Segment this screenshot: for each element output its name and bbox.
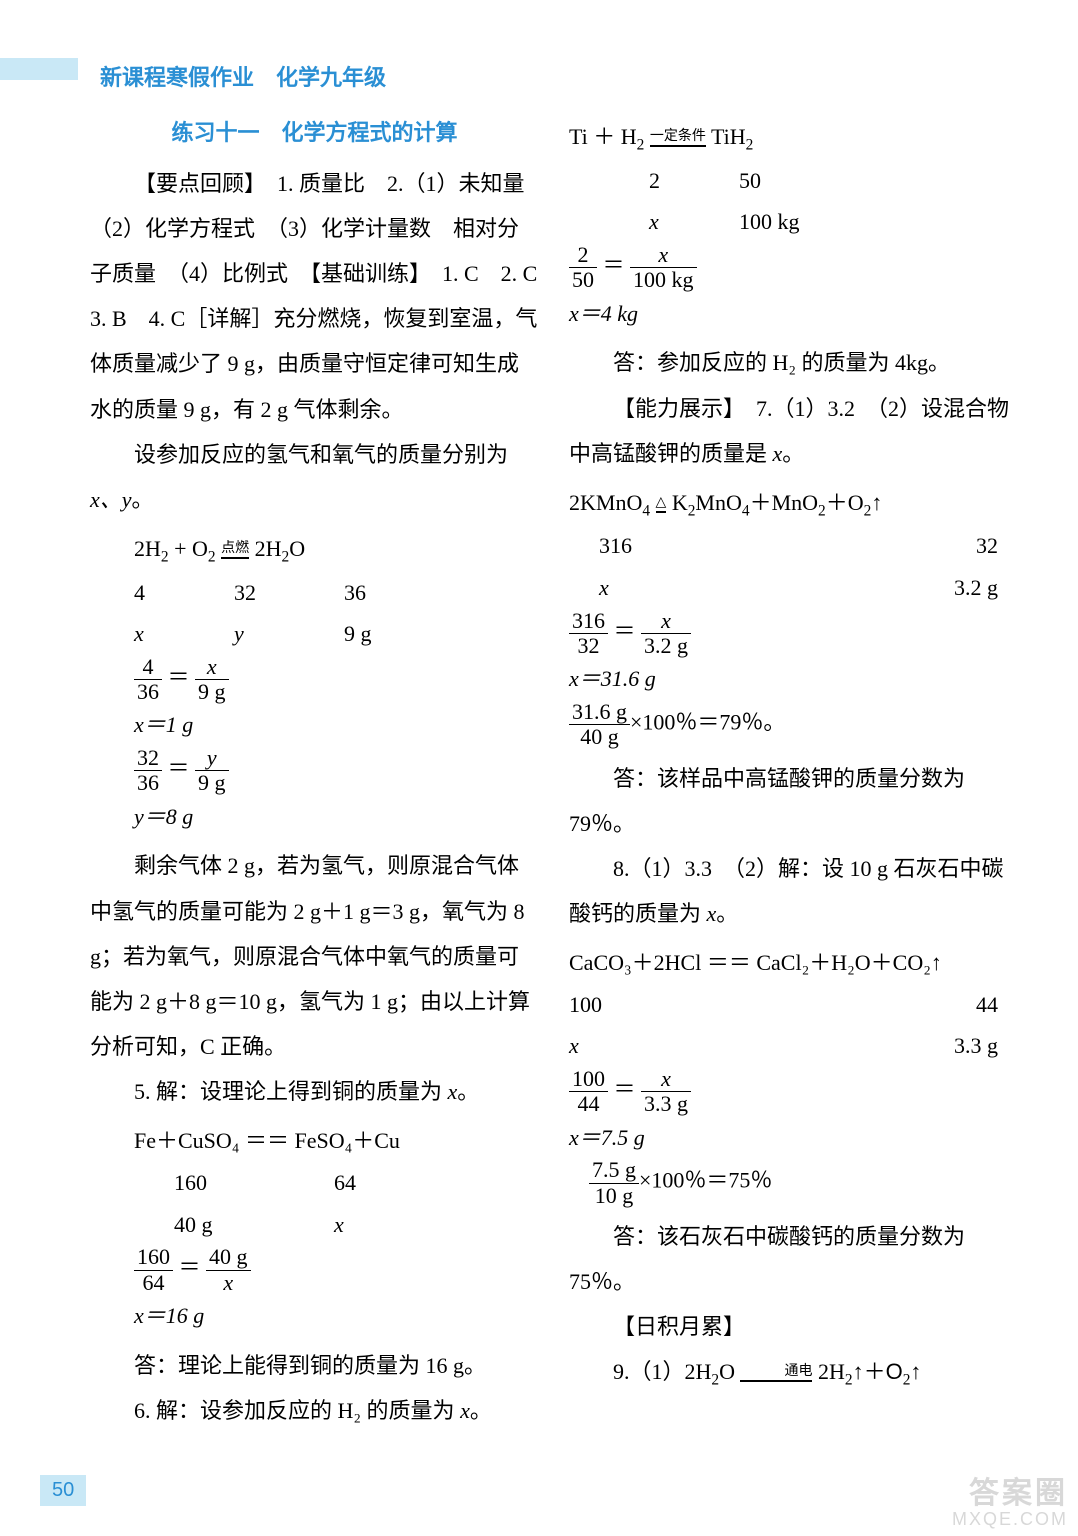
section-title: 练习十一 化学方程式的计算 — [90, 110, 539, 155]
eq1-reaction: 2H2 + O2 点燃 2H2O — [134, 528, 539, 572]
eq5-reaction: CaCO₃＋2HCl ＝＝ CaCl₂＋H₂O＋CO₂↑ — [569, 942, 1018, 984]
page-number: 50 — [40, 1475, 86, 1506]
eq5-row2: x 3.3 g — [569, 1025, 1018, 1067]
eq3-row1: 2 50 — [569, 160, 1018, 202]
eq4-percent: 31.6 g40 g×100％＝79％。 — [569, 700, 1018, 749]
eq2-row2: 40 g x — [134, 1204, 539, 1246]
eq3-result: x＝4 kg — [569, 293, 1018, 335]
watermark: 答案圈 MXQE.COM — [952, 1477, 1068, 1530]
equation-1: 2H2 + O2 点燃 2H2O 4 32 36 x y 9 g 436 ＝ — [134, 528, 539, 838]
eq3-condition: 一定条件 — [650, 130, 706, 148]
para-keypoints: 【要点回顾】 1. 质量比 2.（1）未知量 （2）化学方程式 （3）化学计量数… — [90, 161, 539, 432]
para-q5: 5. 解：设理论上得到铜的质量为 x。 — [90, 1069, 539, 1114]
para-accumulate: 【日积月累】 — [569, 1304, 1018, 1349]
eq2-row1: 160 64 — [134, 1162, 539, 1204]
eq5-frac: 10044 ＝ x3.3 g — [569, 1067, 1018, 1116]
para-q7-ans: 答：该样品中高锰酸钾的质量分数为 79％。 — [569, 756, 1018, 846]
page-container: 新课程寒假作业 化学九年级 练习十一 化学方程式的计算 【要点回顾】 1. 质量… — [0, 0, 1078, 1473]
para-q6: 6. 解：设参加反应的 H₂ 的质量为 x。 — [90, 1388, 539, 1433]
eq1-row-masses: 4 32 36 — [134, 572, 539, 614]
para-q7: 【能力展示】 7.（1）3.2 （2）设混合物中高锰酸钾的质量是 x。 — [569, 386, 1018, 476]
equation-5: CaCO₃＋2HCl ＝＝ CaCl₂＋H₂O＋CO₂↑ 100 44 x 3.… — [569, 942, 1018, 1208]
eq2-frac: 16064 ＝ 40 gx — [134, 1245, 539, 1294]
two-column-layout: 练习十一 化学方程式的计算 【要点回顾】 1. 质量比 2.（1）未知量 （2）… — [90, 110, 1018, 1433]
para-q9: 9.（1）2H2O 通电 2H2↑＋O2↑ — [569, 1349, 1018, 1396]
eq4-frac: 31632 ＝ x3.2 g — [569, 609, 1018, 658]
equation-3: Ti ＋ H2 一定条件 TiH2 2 50 x 100 kg 250 ＝ x1… — [569, 116, 1018, 334]
watermark-line2: MXQE.COM — [952, 1510, 1068, 1530]
eq4-row2: x 3.2 g — [569, 567, 1018, 609]
eq1-row-vars: x y 9 g — [134, 613, 539, 655]
eq1-condition: 点燃 — [221, 542, 249, 560]
para-setup: 设参加反应的氢气和氧气的质量分别为 x、y。 — [90, 432, 539, 522]
para-q8-ans: 答：该石灰石中碳酸钙的质量分数为 75％。 — [569, 1214, 1018, 1304]
eq4-result: x＝31.6 g — [569, 658, 1018, 700]
eq-q9-condition: 通电 — [740, 1365, 812, 1383]
eq4-condition: △ — [656, 496, 667, 514]
column-left: 练习十一 化学方程式的计算 【要点回顾】 1. 质量比 2.（1）未知量 （2）… — [90, 110, 539, 1433]
watermark-line1: 答案圈 — [952, 1477, 1068, 1510]
eq5-row1: 100 44 — [569, 984, 1018, 1026]
eq1-frac2: 3236 ＝ y9 g — [134, 746, 539, 795]
eq4-reaction: 2KMnO4 △ K2MnO4＋MnO2＋O2↑ — [569, 482, 1018, 526]
eq1-x: x＝1 g — [134, 704, 539, 746]
para-analysis: 剩余气体 2 g，若为氢气，则原混合气体中氢气的质量可能为 2 g＋1 g＝3 … — [90, 843, 539, 1068]
para-q6-ans: 答：参加反应的 H₂ 的质量为 4kg。 — [569, 340, 1018, 385]
eq2-result: x＝16 g — [134, 1295, 539, 1337]
eq5-percent: 7.5 g10 g×100％＝75％ — [569, 1158, 1018, 1207]
eq2-reaction: Fe＋CuSO₄ ＝＝ FeSO₄＋Cu — [134, 1120, 539, 1162]
equation-2: Fe＋CuSO₄ ＝＝ FeSO₄＋Cu 160 64 40 g x 16064… — [134, 1120, 539, 1337]
page-header: 新课程寒假作业 化学九年级 — [90, 60, 1018, 92]
eq3-frac: 250 ＝ x100 kg — [569, 243, 1018, 292]
eq3-row2: x 100 kg — [569, 201, 1018, 243]
column-right: Ti ＋ H2 一定条件 TiH2 2 50 x 100 kg 250 ＝ x1… — [569, 110, 1018, 1433]
eq3-reaction: Ti ＋ H2 一定条件 TiH2 — [569, 116, 1018, 160]
eq1-frac1: 436 ＝ x9 g — [134, 655, 539, 704]
eq4-row1: 316 32 — [569, 525, 1018, 567]
eq5-result: x＝7.5 g — [569, 1117, 1018, 1159]
eq1-y: y＝8 g — [134, 796, 539, 838]
para-q5-ans: 答：理论上能得到铜的质量为 16 g。 — [90, 1343, 539, 1388]
para-q8: 8.（1）3.3 （2）解：设 10 g 石灰石中碳酸钙的质量为 x。 — [569, 846, 1018, 936]
equation-4: 2KMnO4 △ K2MnO4＋MnO2＋O2↑ 316 32 x 3.2 g … — [569, 482, 1018, 750]
